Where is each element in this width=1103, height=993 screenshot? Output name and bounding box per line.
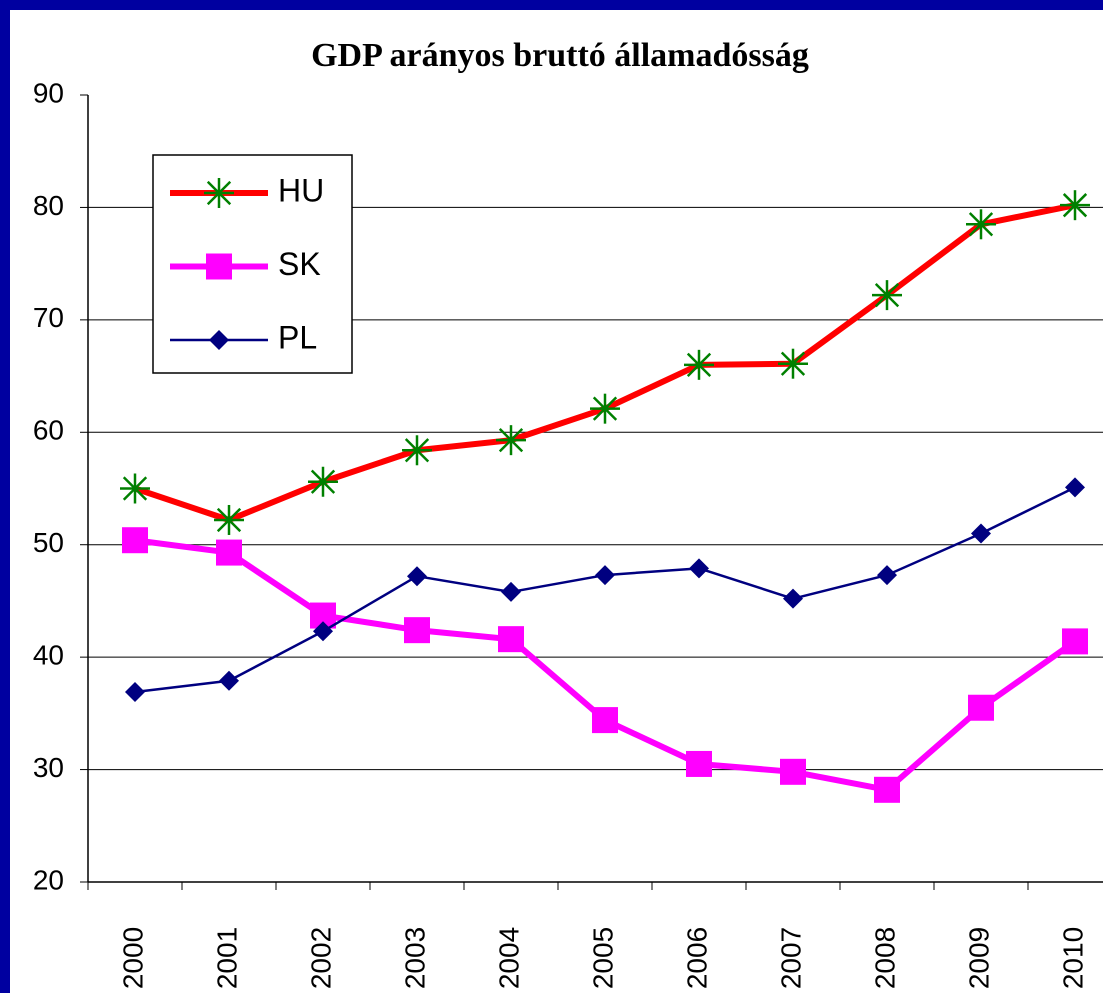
x-tick-label: 2002 [305, 927, 336, 989]
marker-stroke [206, 180, 232, 206]
x-tick-label: 2009 [963, 927, 994, 989]
marker [689, 558, 709, 579]
marker [1062, 628, 1088, 655]
x-tick-label: 2007 [775, 927, 806, 989]
marker [120, 473, 150, 504]
marker [214, 504, 244, 535]
x-tick-label: 2005 [587, 927, 618, 989]
legend-label: HU [278, 172, 324, 208]
marker-stroke [592, 396, 618, 421]
marker [404, 617, 430, 644]
y-tick-label: 60 [33, 415, 64, 446]
marker-stroke [404, 438, 430, 463]
marker-stroke [498, 428, 524, 453]
y-tick-label: 70 [33, 302, 64, 333]
y-tick-label: 80 [33, 190, 64, 221]
marker [877, 565, 897, 586]
marker [501, 581, 521, 602]
y-tick-label: 40 [33, 640, 64, 671]
marker [966, 209, 996, 240]
marker-stroke [122, 476, 148, 501]
marker [780, 758, 806, 785]
marker [216, 539, 242, 566]
marker-stroke [1062, 193, 1088, 218]
marker [684, 349, 714, 380]
marker [498, 626, 524, 653]
marker [590, 393, 620, 424]
marker-stroke [686, 352, 712, 377]
marker [125, 681, 145, 702]
marker-stroke [780, 351, 806, 376]
marker [407, 566, 427, 587]
marker-stroke [968, 212, 994, 237]
marker [1060, 190, 1090, 221]
marker [783, 588, 803, 609]
marker-stroke [310, 469, 336, 494]
marker-stroke [216, 507, 242, 533]
marker [686, 750, 712, 777]
marker [206, 253, 232, 280]
marker [209, 330, 229, 350]
y-tick-label: 20 [33, 864, 64, 895]
x-tick-label: 2000 [117, 927, 148, 989]
marker [313, 621, 333, 642]
marker [968, 694, 994, 721]
chart-title: GDP arányos bruttó államadósság [311, 37, 809, 74]
marker [204, 178, 234, 208]
marker-stroke [874, 282, 900, 308]
marker [778, 348, 808, 379]
x-tick-label: 2003 [399, 927, 430, 989]
marker [592, 707, 618, 734]
marker [308, 466, 338, 497]
marker [874, 776, 900, 803]
y-tick-label: 90 [33, 77, 64, 108]
marker [219, 670, 239, 691]
marker [122, 527, 148, 554]
x-tick-label: 2008 [869, 927, 900, 989]
x-tick-label: 2006 [681, 927, 712, 989]
x-tick-label: 2004 [493, 927, 524, 989]
marker [872, 280, 902, 311]
marker [595, 565, 615, 586]
marker [402, 435, 432, 466]
marker [1065, 477, 1085, 498]
y-tick-label: 30 [33, 752, 64, 783]
marker [496, 425, 526, 456]
legend-label: SK [278, 246, 321, 282]
y-tick-label: 50 [33, 527, 64, 558]
legend-label: PL [278, 319, 317, 355]
marker [971, 523, 991, 544]
x-tick-label: 2010 [1057, 927, 1088, 989]
x-tick-label: 2001 [211, 927, 242, 989]
